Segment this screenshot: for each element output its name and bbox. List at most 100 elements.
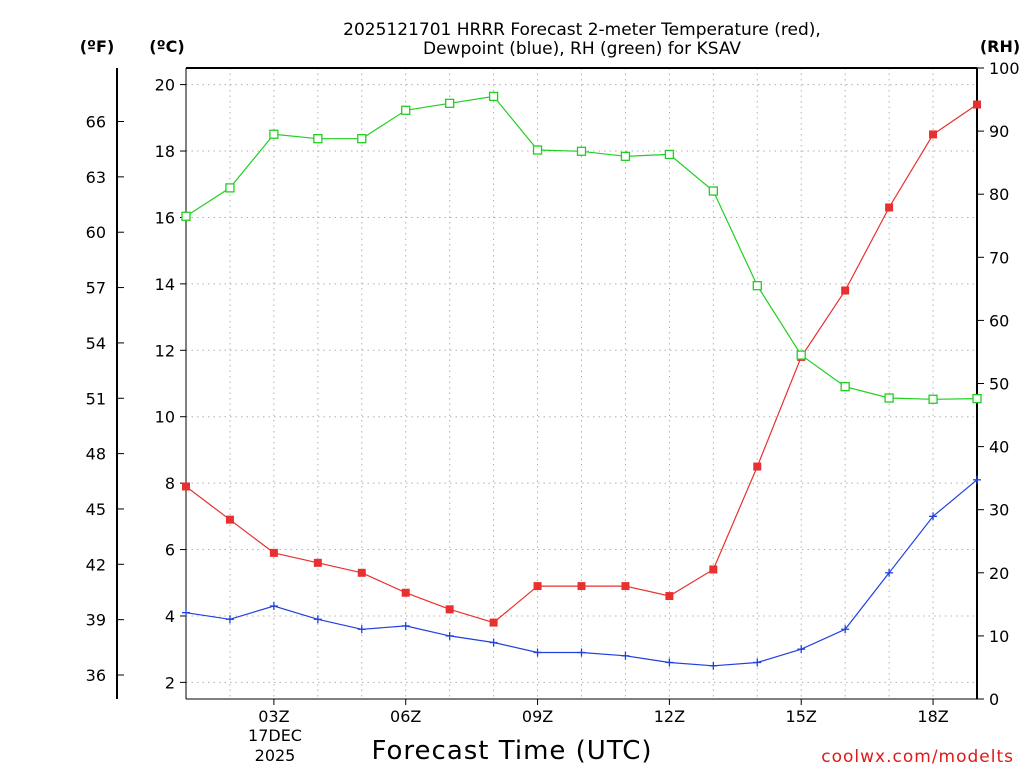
fahrenheit-tick-label: 36 — [86, 666, 106, 685]
rh-point — [225, 183, 235, 193]
temperature-point — [401, 588, 410, 597]
celsius-tick-label: 10 — [155, 408, 175, 427]
rh-point — [181, 211, 191, 221]
dewpoint-point — [401, 621, 410, 630]
temperature-point — [753, 462, 762, 471]
rh-point — [532, 145, 543, 155]
rh-point — [884, 393, 894, 403]
x-tick-label: 12Z — [654, 707, 685, 726]
rh-point — [708, 186, 718, 196]
x-tick-label: 15Z — [786, 707, 817, 726]
dewpoint-point — [225, 615, 234, 624]
rh-point — [357, 134, 367, 144]
rh-point — [972, 393, 982, 404]
temperature-point — [182, 482, 190, 491]
fahrenheit-tick-label: 45 — [86, 500, 106, 519]
rh-point — [488, 91, 499, 102]
dewpoint-point — [445, 631, 454, 640]
rh-tick-label: 70 — [989, 248, 1009, 267]
fahrenheit-tick-label: 54 — [86, 334, 106, 353]
fahrenheit-tick-label: 60 — [86, 223, 106, 242]
dewpoint-point — [621, 651, 630, 660]
temperature-point — [357, 568, 366, 577]
dewpoint-point — [313, 615, 322, 624]
fahrenheit-tick-label: 66 — [86, 113, 106, 132]
rh-tick-label: 90 — [989, 122, 1009, 141]
dewpoint-point — [885, 568, 894, 577]
fahrenheit-unit-label: (ºF) — [80, 37, 115, 56]
rh-tick-label: 50 — [989, 375, 1009, 394]
dewpoint-point — [357, 625, 366, 634]
rh-point — [620, 151, 631, 161]
date-label-day: 17DEC — [248, 726, 302, 745]
fahrenheit-tick-label: 63 — [86, 168, 106, 187]
celsius-tick-label: 6 — [165, 541, 175, 560]
dewpoint-point — [929, 512, 938, 521]
series-line-dewpoint — [185, 479, 978, 667]
temperature-point — [621, 582, 630, 591]
temperature-point — [841, 286, 850, 295]
rh-point — [445, 98, 455, 108]
dewpoint-point — [489, 638, 498, 647]
rh-point — [928, 394, 938, 404]
fahrenheit-tick-label: 51 — [86, 389, 106, 408]
dewpoint-point — [533, 648, 542, 657]
temperature-point — [973, 100, 981, 109]
dewpoint-point — [709, 661, 718, 670]
grid-lines — [185, 68, 978, 699]
dewpoint-point — [753, 658, 762, 667]
dewpoint-point — [841, 625, 850, 634]
chart-axes: 2 4 6 8 10 12 14 16 18 20 36 39 42 45 48 51 54 57 60 63 66 0 1… — [86, 59, 1020, 726]
celsius-tick-label: 14 — [155, 275, 175, 294]
dewpoint-point — [269, 602, 278, 611]
temperature-point — [225, 515, 234, 524]
data-series — [181, 91, 982, 670]
celsius-tick-label: 16 — [155, 208, 175, 227]
celsius-tick-label: 18 — [155, 142, 175, 161]
series-line-temperature — [185, 104, 978, 624]
fahrenheit-tick-label: 48 — [86, 445, 106, 464]
series-line-rh — [185, 95, 978, 400]
dewpoint-point — [797, 645, 806, 654]
rh-tick-label: 100 — [989, 59, 1020, 78]
celsius-tick-label: 2 — [165, 673, 175, 692]
rh-tick-label: 80 — [989, 185, 1009, 204]
rh-tick-label: 30 — [989, 501, 1009, 520]
fahrenheit-tick-label: 39 — [86, 611, 106, 630]
chart-title-line-1: 2025121701 HRRR Forecast 2-meter Tempera… — [343, 20, 821, 40]
temperature-point — [269, 548, 278, 557]
rh-tick-label: 10 — [989, 627, 1009, 646]
rh-tick-label: 20 — [989, 564, 1009, 583]
temperature-point — [665, 592, 674, 601]
x-axis-title: Forecast Time (UTC) — [371, 736, 652, 766]
rh-point — [269, 129, 279, 139]
temperature-point — [709, 565, 718, 574]
temperature-point — [929, 130, 938, 139]
rh-point — [401, 105, 411, 115]
x-tick-label: 09Z — [522, 707, 553, 726]
rh-point — [752, 281, 762, 291]
dewpoint-point — [665, 658, 674, 667]
temperature-point — [577, 582, 586, 591]
dewpoint-point — [182, 608, 190, 617]
fahrenheit-tick-label: 42 — [86, 555, 106, 574]
temperature-point — [885, 203, 894, 212]
rh-tick-label: 40 — [989, 438, 1009, 457]
rh-tick-label: 0 — [989, 690, 999, 709]
rh-point — [796, 350, 806, 360]
dewpoint-point — [973, 475, 981, 484]
rh-tick-label: 60 — [989, 311, 1009, 330]
celsius-unit-label: (ºC) — [149, 37, 184, 56]
rh-point — [664, 149, 675, 160]
temperature-point — [489, 618, 498, 627]
fahrenheit-tick-label: 57 — [86, 279, 106, 298]
x-tick-label: 18Z — [917, 707, 948, 726]
dewpoint-point — [577, 648, 586, 657]
rh-point — [840, 382, 850, 392]
rh-point — [576, 146, 587, 156]
chart-title-line-2: Dewpoint (blue), RH (green) for KSAV — [423, 39, 741, 59]
x-tick-label: 03Z — [258, 707, 289, 726]
rh-point — [313, 134, 323, 144]
celsius-tick-label: 20 — [155, 76, 175, 95]
